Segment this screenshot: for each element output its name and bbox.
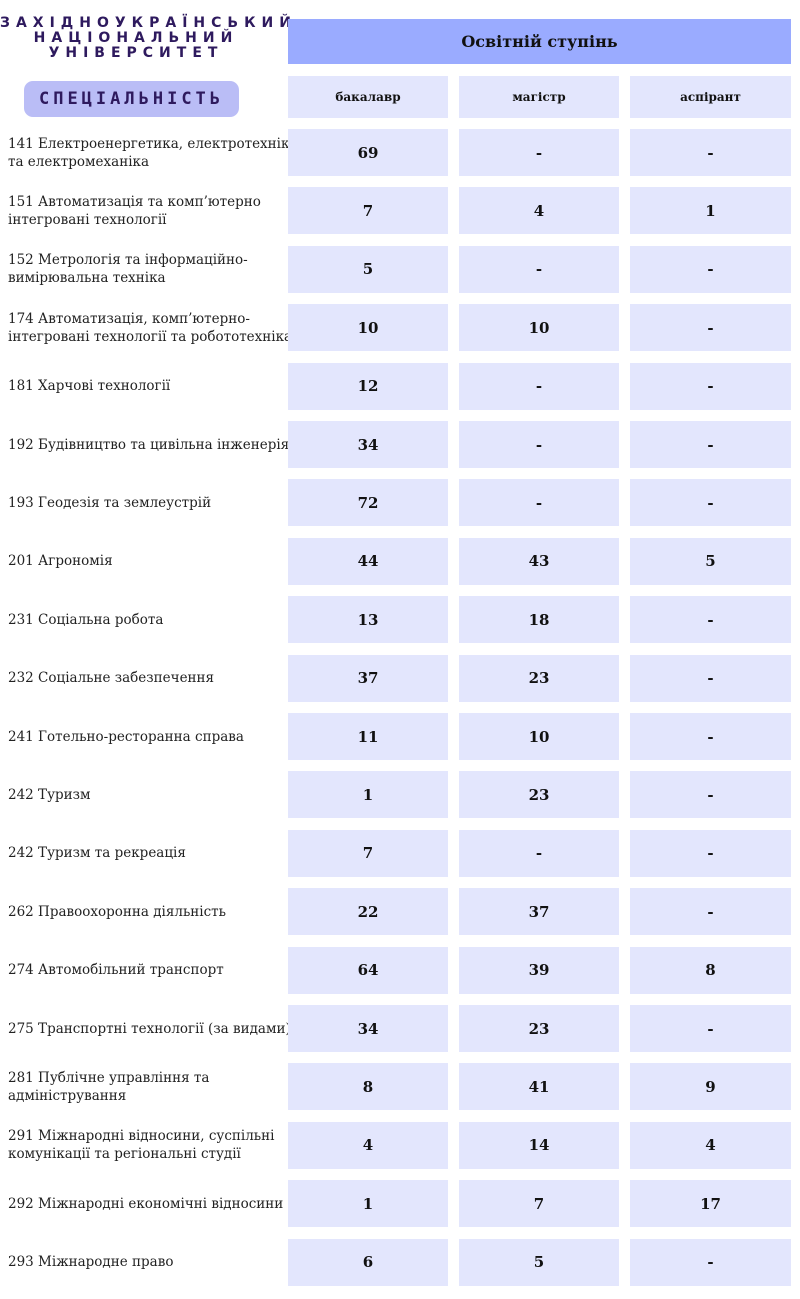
table-cell: - bbox=[630, 421, 791, 468]
table-cell: 11 bbox=[288, 713, 448, 760]
table-cell: 4 bbox=[459, 187, 619, 235]
table-cell: 4 bbox=[630, 1121, 791, 1169]
specialty-name: 292 Міжнародні економічні відносини bbox=[8, 1195, 284, 1212]
table-cell: - bbox=[630, 829, 791, 877]
table-cell: 7 bbox=[288, 829, 448, 877]
specialty-name: 201 Агрономія bbox=[8, 553, 113, 570]
specialty-name: 242 Туризм bbox=[8, 786, 91, 803]
table-cell: 14 bbox=[459, 1121, 619, 1169]
table-cell: - bbox=[630, 362, 791, 410]
table-cell: 10 bbox=[459, 304, 619, 352]
table-cell: - bbox=[630, 1005, 791, 1052]
column-header-phd: аспірант bbox=[630, 76, 791, 118]
table-cell: - bbox=[630, 771, 791, 819]
table-cell: - bbox=[630, 713, 791, 760]
table-cell: 41 bbox=[459, 1063, 619, 1111]
specialty-name: 193 Геодезія та землеустрій bbox=[8, 494, 212, 511]
table-cell: 5 bbox=[630, 537, 791, 585]
table-cell: 5 bbox=[459, 1238, 619, 1286]
table-cell: 7 bbox=[288, 187, 448, 235]
table-cell: 7 bbox=[459, 1180, 619, 1228]
table-cell: 5 bbox=[288, 245, 448, 293]
table-cell: - bbox=[630, 654, 791, 702]
table-cell: 6 bbox=[288, 1238, 448, 1286]
table-cell: - bbox=[630, 245, 791, 293]
table-cell: 22 bbox=[288, 888, 448, 936]
table-cell: - bbox=[630, 129, 791, 176]
table-cell: - bbox=[630, 304, 791, 352]
table-cell: 37 bbox=[288, 654, 448, 702]
specialty-column-header: СПЕЦІАЛЬНІСТЬ bbox=[24, 81, 239, 117]
specialty-name: 232 Соціальне забезпечення bbox=[8, 670, 215, 687]
table-cell: - bbox=[630, 888, 791, 936]
table-cell: - bbox=[459, 829, 619, 877]
table-cell: - bbox=[630, 1238, 791, 1286]
specialty-name: 141 Електроенергетика, електротехніка та… bbox=[8, 135, 298, 170]
table-cell: 34 bbox=[288, 421, 448, 468]
table-cell: 13 bbox=[288, 596, 448, 644]
specialty-name: 241 Готельно-ресторанна справа bbox=[8, 728, 244, 745]
table-cell: 10 bbox=[288, 304, 448, 352]
table-cell: - bbox=[630, 596, 791, 644]
table-cell: - bbox=[459, 245, 619, 293]
table-cell: 4 bbox=[288, 1121, 448, 1169]
table-cell: 8 bbox=[630, 946, 791, 994]
table-cell: 34 bbox=[288, 1005, 448, 1052]
table-cell: 69 bbox=[288, 129, 448, 176]
specialty-name: 291 Міжнародні відносини, суспільні кому… bbox=[8, 1128, 275, 1163]
specialty-name: 281 Публічне управління та адмініструван… bbox=[8, 1069, 210, 1104]
table-cell: 10 bbox=[459, 713, 619, 760]
table-cell: - bbox=[459, 479, 619, 527]
specialty-name: 293 Міжнародне право bbox=[8, 1254, 174, 1271]
specialty-name: 275 Транспортні технології (за видами) bbox=[8, 1020, 291, 1037]
table-cell: 1 bbox=[288, 771, 448, 819]
table-cell: - bbox=[459, 421, 619, 468]
table-cell: 44 bbox=[288, 537, 448, 585]
table-cell: 23 bbox=[459, 771, 619, 819]
table-cell: 72 bbox=[288, 479, 448, 527]
specialty-name: 262 Правоохоронна діяльність bbox=[8, 903, 226, 920]
table-cell: 18 bbox=[459, 596, 619, 644]
column-header-bachelor: бакалавр bbox=[288, 76, 448, 118]
table-cell: - bbox=[630, 479, 791, 527]
table-cell: 1 bbox=[630, 187, 791, 235]
university-logo-text: ЗАХІДНОУКРАЇНСЬКИЙ НАЦІОНАЛЬНИЙ УНІВЕРСИ… bbox=[0, 15, 297, 61]
specialty-name: 192 Будівництво та цивільна інженерія bbox=[8, 436, 290, 453]
table-cell: 23 bbox=[459, 654, 619, 702]
specialty-name: 174 Автоматизація, комп’ютерно-інтегрова… bbox=[8, 310, 293, 345]
table-cell: 23 bbox=[459, 1005, 619, 1052]
table-cell: 37 bbox=[459, 888, 619, 936]
table-cell: 12 bbox=[288, 362, 448, 410]
table-cell: 43 bbox=[459, 537, 619, 585]
specialty-name: 242 Туризм та рекреація bbox=[8, 845, 186, 862]
specialty-name: 274 Автомобільний транспорт bbox=[8, 962, 224, 979]
table-cell: 17 bbox=[630, 1180, 791, 1228]
table-cell: 1 bbox=[288, 1180, 448, 1228]
specialty-name: 231 Соціальна робота bbox=[8, 611, 164, 628]
degree-header: Освітній ступінь bbox=[288, 19, 791, 64]
table-cell: - bbox=[459, 129, 619, 176]
specialty-name: 151 Автоматизація та комп’ютерно інтегро… bbox=[8, 193, 261, 228]
table-cell: 8 bbox=[288, 1063, 448, 1111]
column-header-master: магістр bbox=[459, 76, 619, 118]
table-cell: - bbox=[459, 362, 619, 410]
table-cell: 64 bbox=[288, 946, 448, 994]
table-cell: 9 bbox=[630, 1063, 791, 1111]
specialty-name: 152 Метрологія та інформаційно-вимірювал… bbox=[8, 252, 248, 287]
specialty-name: 181 Харчові технології bbox=[8, 378, 171, 395]
table-cell: 39 bbox=[459, 946, 619, 994]
